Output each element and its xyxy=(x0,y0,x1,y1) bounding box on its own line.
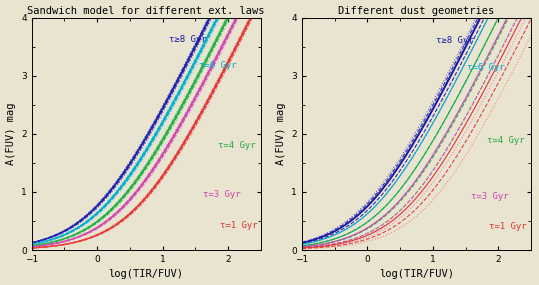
Text: τ≥8 Gyr: τ≥8 Gyr xyxy=(169,35,207,44)
Text: τ=6 Gyr: τ=6 Gyr xyxy=(198,61,236,70)
Text: τ=6 Gyr: τ=6 Gyr xyxy=(467,63,505,72)
X-axis label: log(TIR/FUV): log(TIR/FUV) xyxy=(379,269,454,280)
Text: τ=4 Gyr: τ=4 Gyr xyxy=(487,136,524,145)
Text: τ=1 Gyr: τ=1 Gyr xyxy=(220,221,258,230)
Y-axis label: A(FUV) mag: A(FUV) mag xyxy=(5,103,16,165)
Title: Sandwich model for different ext. laws: Sandwich model for different ext. laws xyxy=(27,5,265,16)
Title: Different dust geometries: Different dust geometries xyxy=(338,5,495,16)
Y-axis label: A(FUV) mag: A(FUV) mag xyxy=(276,103,286,165)
Text: τ=1 Gyr: τ=1 Gyr xyxy=(488,222,526,231)
Text: τ=3 Gyr: τ=3 Gyr xyxy=(203,190,241,199)
Text: τ=3 Gyr: τ=3 Gyr xyxy=(471,192,508,201)
Text: τ=4 Gyr: τ=4 Gyr xyxy=(218,141,256,150)
X-axis label: log(TIR/FUV): log(TIR/FUV) xyxy=(109,269,184,280)
Text: τ≥8 Gyr: τ≥8 Gyr xyxy=(436,36,474,45)
